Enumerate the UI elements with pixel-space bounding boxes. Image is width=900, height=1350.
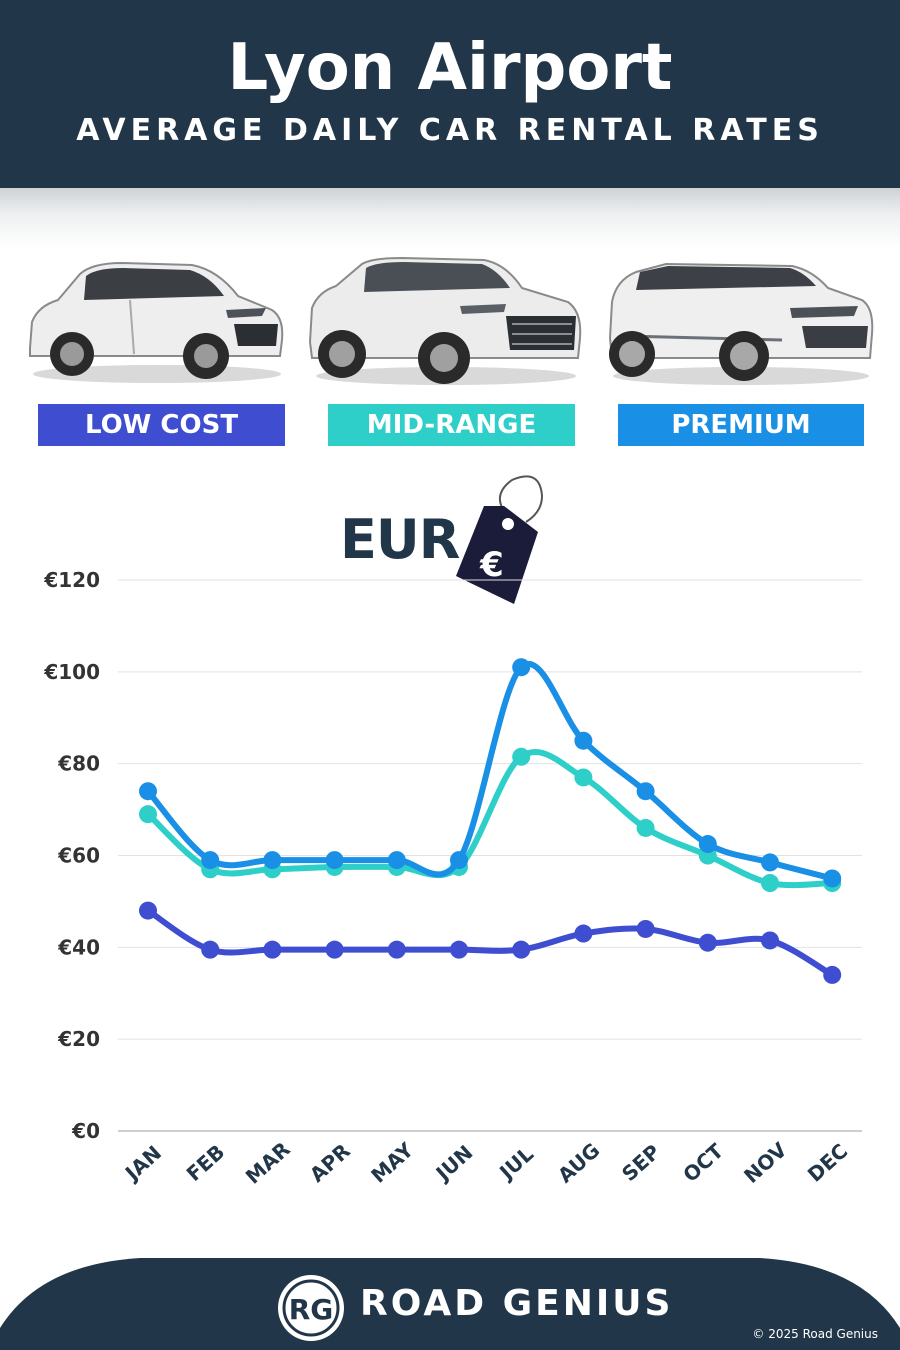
series-premium <box>139 658 842 888</box>
data-point <box>698 835 717 854</box>
data-point <box>512 940 531 959</box>
data-point <box>698 933 717 952</box>
data-point <box>823 965 842 984</box>
data-point <box>574 731 593 750</box>
badge-mid-range: MID-RANGE <box>328 404 575 446</box>
data-point <box>512 658 531 677</box>
data-point <box>636 919 655 938</box>
series-line-premium <box>145 661 836 882</box>
x-tick-label: MAR <box>241 1137 295 1189</box>
x-tick-label: DEC <box>803 1139 852 1187</box>
x-tick-label: AUG <box>553 1138 604 1188</box>
x-tick-label: FEB <box>182 1140 230 1186</box>
y-tick-label: €60 <box>57 844 100 868</box>
x-tick-label: NOV <box>739 1137 792 1188</box>
line-chart: €0 €20 €40 €60 €80 €100 €120 JAN FEB MAR APR MAY JU… <box>43 568 862 1189</box>
road-genius-logo-icon: RG <box>278 1275 344 1341</box>
data-point <box>512 747 531 766</box>
data-point <box>761 874 779 893</box>
x-tick-label: SEP <box>617 1140 665 1186</box>
series-layer <box>139 658 842 984</box>
y-tick-label: €20 <box>57 1027 100 1051</box>
data-point <box>201 851 220 870</box>
x-tick-label: JUL <box>493 1142 538 1186</box>
data-point <box>139 901 157 920</box>
badge-low-cost: LOW COST <box>38 404 285 446</box>
data-point <box>636 818 655 837</box>
copyright-text: © 2025 Road Genius <box>752 1327 878 1341</box>
brand-name: ROAD GENIUS <box>360 1283 674 1324</box>
data-point <box>761 853 779 872</box>
x-tick-label: JAN <box>119 1141 166 1187</box>
data-point <box>450 851 468 870</box>
data-point <box>761 931 779 950</box>
x-axis-ticks: JAN FEB MAR APR MAY JUN JUL AUG SEP OCT NOV DEC <box>119 1137 852 1189</box>
currency-label: EUR <box>340 508 460 571</box>
y-tick-label: €120 <box>43 568 100 592</box>
mid-range-car-icon <box>308 256 582 385</box>
premium-car-icon <box>608 262 874 385</box>
x-tick-label: OCT <box>678 1138 728 1186</box>
data-point <box>201 940 220 959</box>
series-low-cost <box>139 901 842 984</box>
data-point <box>387 851 406 870</box>
data-point <box>325 851 344 870</box>
page-title: Lyon Airport <box>227 31 673 105</box>
y-tick-label: €80 <box>57 752 100 776</box>
x-tick-label: MAY <box>366 1137 418 1187</box>
y-tick-label: €0 <box>71 1119 100 1143</box>
x-tick-label: APR <box>305 1139 355 1187</box>
data-point <box>263 851 282 870</box>
y-axis-ticks: €0 €20 €40 €60 €80 €100 €120 <box>43 568 100 1143</box>
data-point <box>636 782 655 801</box>
footer-band <box>0 1258 900 1350</box>
y-tick-label: €40 <box>57 935 100 959</box>
data-point <box>574 768 593 787</box>
low-cost-car-icon <box>29 261 284 383</box>
data-point <box>387 940 406 959</box>
data-point <box>450 940 468 959</box>
data-point <box>263 940 282 959</box>
page-subtitle: AVERAGE DAILY CAR RENTAL RATES <box>76 113 824 148</box>
header-shadow <box>0 188 900 248</box>
y-tick-label: €100 <box>43 660 100 684</box>
badge-premium: PREMIUM <box>618 404 864 446</box>
series-line-low-cost <box>145 907 836 978</box>
data-point <box>823 869 842 888</box>
data-point <box>139 782 157 801</box>
data-point <box>325 940 344 959</box>
header-banner <box>0 0 900 188</box>
data-point <box>139 805 157 824</box>
euro-symbol: € <box>479 545 504 585</box>
logo-text: RG <box>289 1293 334 1326</box>
data-point <box>574 924 593 943</box>
x-tick-label: JUN <box>430 1140 478 1186</box>
